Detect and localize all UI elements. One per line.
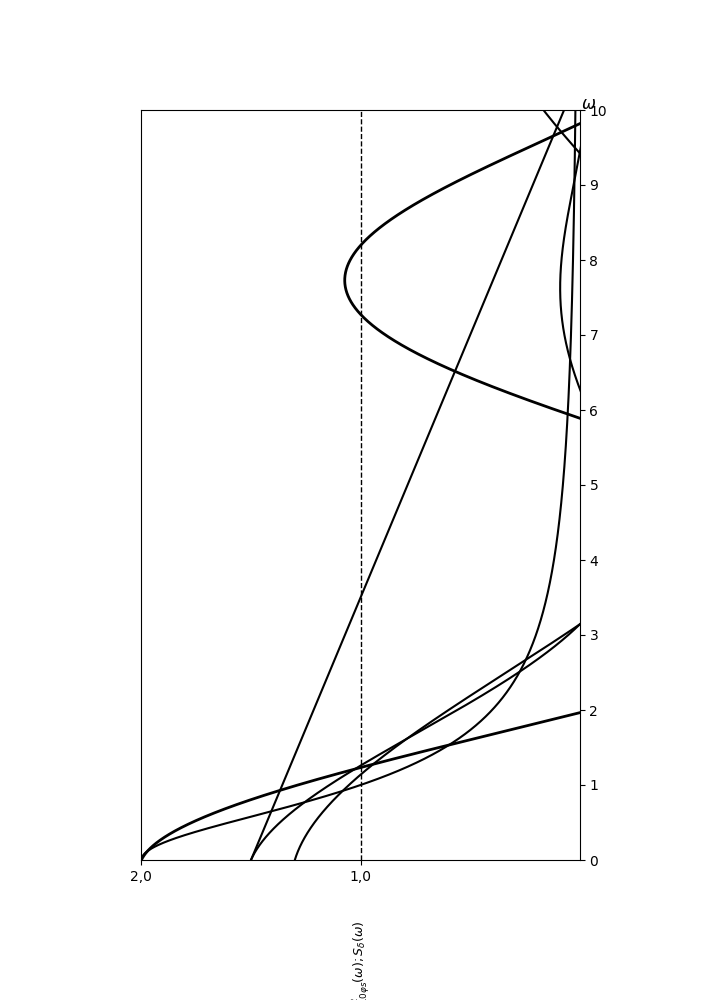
Text: $S(\omega), A^2_{10\varphi s}(\omega); S_\delta(\omega)$: $S(\omega), A^2_{10\varphi s}(\omega); S… xyxy=(349,920,372,1000)
Y-axis label: $\omega$: $\omega$ xyxy=(581,95,596,113)
